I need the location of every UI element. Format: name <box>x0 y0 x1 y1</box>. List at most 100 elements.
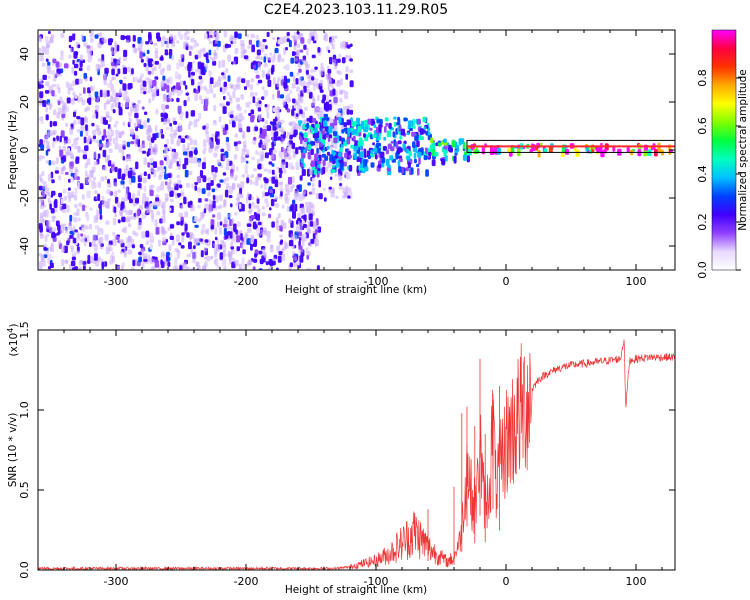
heatmap-cell <box>263 124 267 129</box>
heatmap-cell <box>73 111 76 118</box>
heatmap-cell <box>162 209 166 217</box>
heatmap-cell <box>269 189 273 193</box>
heatmap-cell <box>97 238 102 244</box>
heatmap-cell <box>42 74 47 80</box>
heatmap-cell <box>58 240 61 246</box>
heatmap-cell <box>227 91 230 97</box>
heatmap-cell <box>260 184 263 189</box>
heatmap-cell <box>112 109 116 114</box>
heatmap-cell <box>219 252 223 260</box>
heatmap-cell <box>327 137 331 142</box>
heatmap-cell <box>101 135 105 141</box>
heatmap-cell <box>86 235 90 243</box>
heatmap-cell <box>296 31 300 35</box>
heatmap-cell <box>69 153 75 159</box>
heatmap-cell <box>78 78 83 85</box>
heatmap-cell <box>241 174 246 178</box>
heatmap-cell <box>374 154 378 160</box>
heatmap-cell <box>291 165 295 170</box>
heatmap-cell <box>66 152 70 156</box>
heatmap-cell <box>215 138 220 145</box>
heatmap-cell <box>257 152 262 156</box>
heatmap-cell <box>180 138 186 143</box>
heatmap-cell <box>246 174 250 179</box>
heatmap-cell <box>233 61 236 65</box>
heatmap-cell <box>277 90 280 99</box>
heatmap-cell <box>290 204 295 212</box>
heatmap-cell <box>137 190 140 197</box>
heatmap-cell <box>390 140 394 144</box>
heatmap-cell <box>92 234 97 242</box>
heatmap-cell <box>262 252 267 257</box>
heatmap-cell <box>327 141 330 147</box>
heatmap-cell <box>272 37 276 40</box>
heatmap-cell <box>209 34 213 39</box>
heatmap-cell <box>323 120 328 127</box>
heatmap-cell <box>135 197 139 204</box>
heatmap-cell <box>365 124 369 133</box>
heatmap-cell <box>49 203 52 210</box>
heatmap-cell <box>345 66 349 73</box>
heatmap-cell <box>271 141 275 146</box>
heatmap-cell <box>38 35 41 42</box>
heatmap-cell <box>81 194 85 200</box>
heatmap-cell <box>180 220 184 226</box>
heatmap-cell <box>423 126 427 130</box>
heatmap-cell <box>197 81 202 87</box>
heatmap-cell <box>312 182 315 188</box>
heatmap-cell <box>229 83 234 89</box>
heatmap-cell <box>122 83 127 91</box>
heatmap-cell <box>345 148 348 153</box>
heatmap-cell <box>285 103 289 110</box>
heatmap-cell <box>105 246 110 255</box>
heatmap-cell <box>311 187 316 192</box>
heatmap-cell <box>103 129 106 137</box>
heatmap-cell <box>176 62 180 70</box>
heatmap-cell <box>308 125 312 130</box>
heatmap-cell <box>207 191 211 197</box>
heatmap-cell <box>249 91 254 97</box>
heatmap-cell <box>379 118 383 125</box>
heatmap-cell <box>259 258 264 265</box>
heatmap-cell <box>257 221 262 226</box>
heatmap-cell <box>300 37 305 44</box>
heatmap-cell <box>73 212 78 216</box>
heatmap-cell <box>68 35 73 43</box>
heatmap-cell <box>462 154 467 161</box>
heatmap-cell <box>100 59 105 68</box>
heatmap-cell <box>148 128 153 134</box>
heatmap-cell <box>370 149 374 155</box>
heatmap-cell <box>253 258 258 263</box>
heatmap-cell <box>55 220 60 227</box>
heatmap-cell <box>219 102 222 107</box>
heatmap-cell <box>111 161 116 165</box>
heatmap-cell <box>196 118 200 122</box>
heatmap-cell <box>226 158 230 165</box>
heatmap-cell <box>80 149 85 153</box>
heatmap-cell <box>156 211 161 216</box>
y-tick-label: 1.0 <box>18 401 31 419</box>
heatmap-cell <box>44 235 48 242</box>
heatmap-cell <box>39 91 44 99</box>
colorbar-frame <box>711 29 737 271</box>
heatmap-cell <box>139 75 142 83</box>
heatmap-cell <box>344 191 348 198</box>
heatmap-cell <box>135 161 139 170</box>
heatmap-cell <box>169 190 174 197</box>
heatmap-cell <box>134 112 139 119</box>
heatmap-cell <box>52 58 57 64</box>
heatmap-cell <box>86 190 91 199</box>
heatmap-cell <box>339 89 343 95</box>
heatmap-cell <box>289 89 293 94</box>
heatmap-cell <box>132 200 136 207</box>
heatmap-cell <box>120 201 125 209</box>
heatmap-cell <box>62 145 67 151</box>
heatmap-cell <box>303 137 308 143</box>
heatmap-cell <box>335 162 340 168</box>
heatmap-cell <box>261 164 264 170</box>
heatmap-cell <box>202 150 206 155</box>
heatmap-cell <box>422 116 427 123</box>
heatmap-cell <box>209 56 213 60</box>
heatmap-cell <box>405 167 409 171</box>
heatmap-cell <box>160 134 165 139</box>
